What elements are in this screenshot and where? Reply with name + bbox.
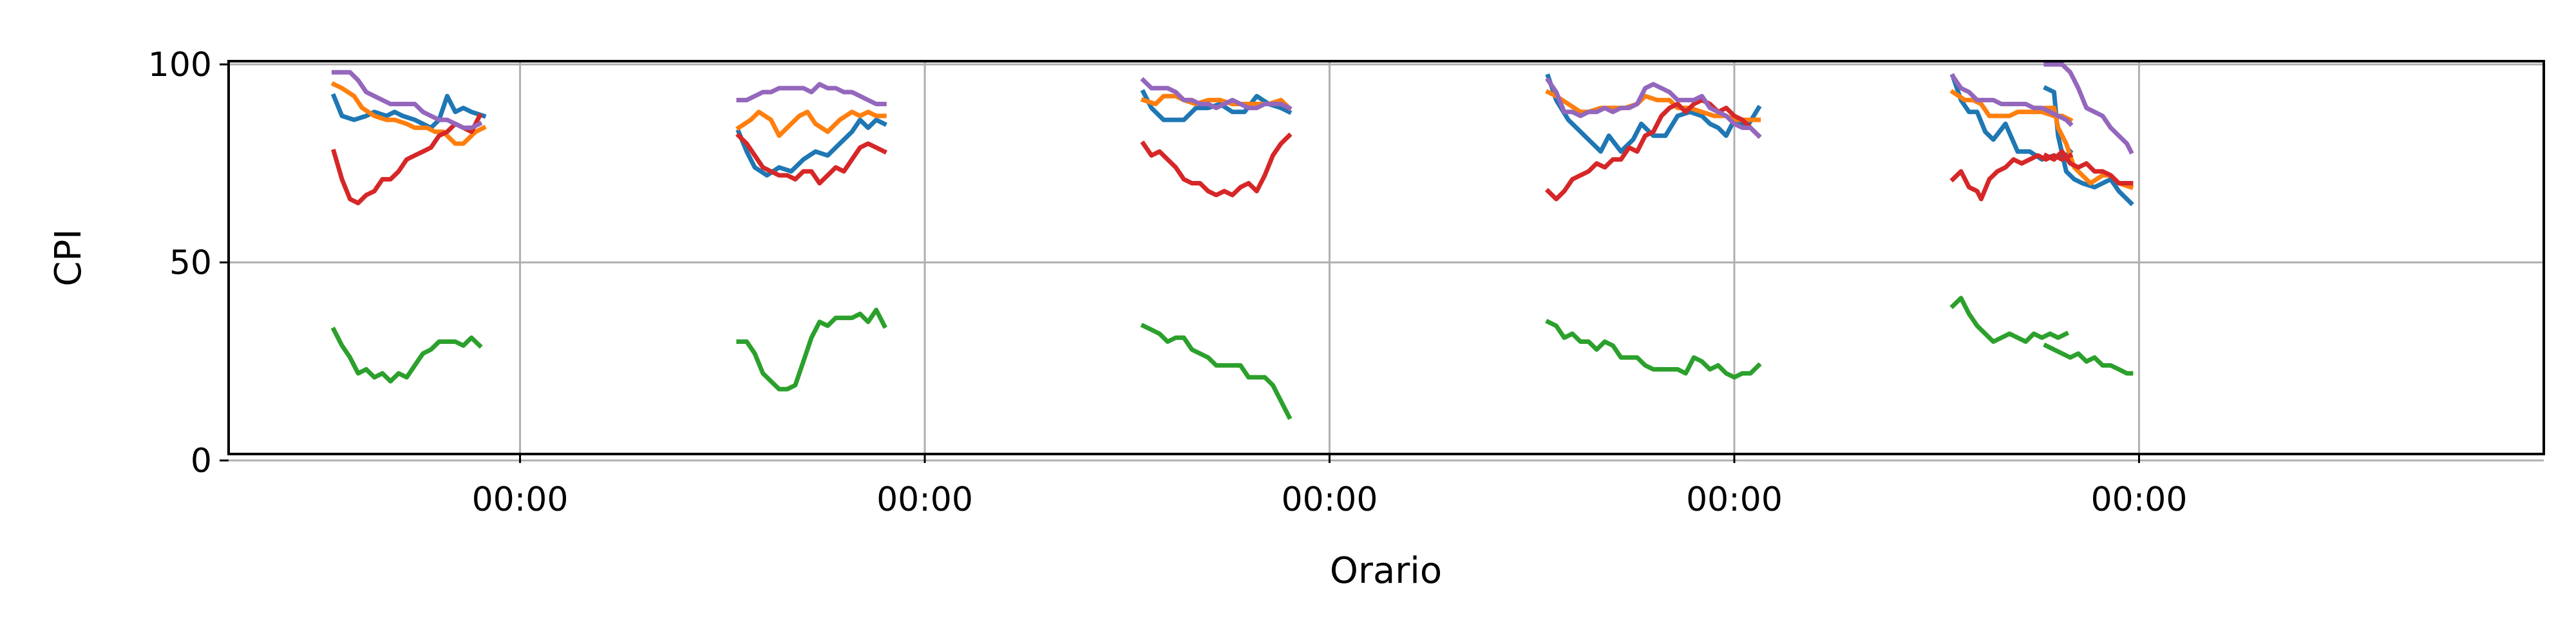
series-1-line-segment-2 — [735, 117, 887, 178]
series-4-line-segment-3 — [1140, 132, 1293, 198]
plot-background — [229, 61, 2544, 454]
series-3-line-segment-4 — [1545, 319, 1762, 380]
series-5-line-segment-2 — [736, 82, 887, 106]
y-tick-label: 100 — [148, 46, 212, 84]
grid-layer — [229, 61, 2544, 462]
series-3-line-segment-5 — [1949, 296, 2070, 344]
series-3-line-segment-2 — [736, 307, 887, 392]
axis-layer: 0 50 100 00:00 00:00 00:00 00:00 00:00 — [148, 46, 2188, 519]
series-5-line-segment-5 — [1949, 73, 2074, 128]
x-tick-label: 00:00 — [472, 480, 569, 519]
y-tick-label: 0 — [191, 442, 212, 480]
x-tick-label: 00:00 — [1282, 480, 1378, 519]
series-3-line-segment-3 — [1140, 323, 1293, 421]
x-tick-label: 00:00 — [876, 480, 973, 519]
x-tick-label: 00:00 — [1686, 480, 1783, 519]
y-tick-label: 50 — [169, 244, 212, 283]
series-2-line-segment-1 — [330, 81, 487, 146]
series-5-line-segment-4 — [1545, 77, 1762, 139]
series-4-line-segment-2 — [735, 132, 887, 185]
series-1-line-segment-1 — [330, 93, 487, 130]
series-5-line-segment-6 — [2043, 62, 2134, 155]
plot-frame — [227, 60, 2545, 455]
series-layer — [330, 62, 2134, 421]
series-3-line-segment-6 — [2043, 342, 2134, 376]
series-4-line-segment-6 — [2043, 149, 2134, 185]
series-2-line-segment-2 — [735, 109, 887, 138]
series-5-line-segment-1 — [331, 70, 483, 130]
series-5-line-segment-3 — [1140, 77, 1293, 111]
plot-area — [229, 61, 2544, 454]
x-tick-label: 00:00 — [2091, 480, 2188, 519]
y-axis-label: CPI — [48, 229, 90, 286]
series-3-line-segment-1 — [330, 327, 483, 384]
x-axis-label: Orario — [1330, 550, 1442, 592]
series-4-line-segment-4 — [1544, 97, 1762, 202]
series-1-line-segment-4 — [1545, 73, 1762, 154]
